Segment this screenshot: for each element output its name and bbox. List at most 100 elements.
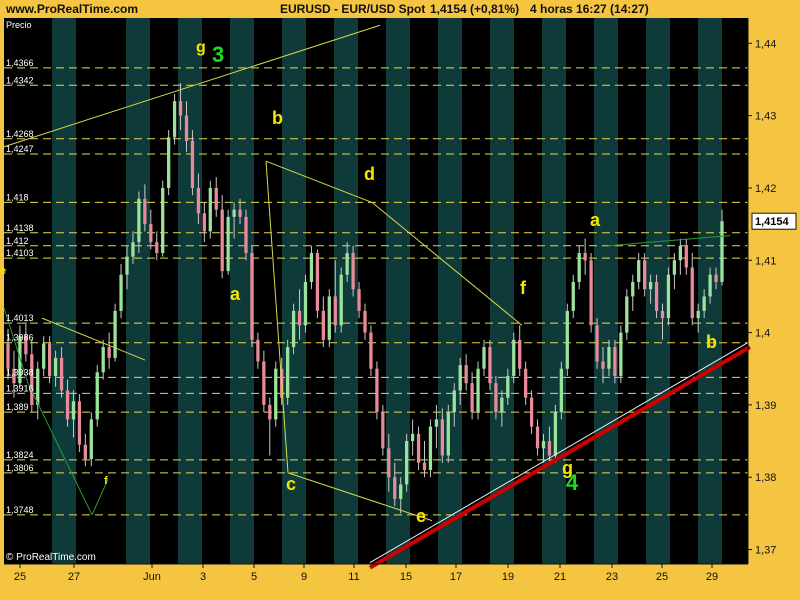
candle-body[interactable] <box>607 347 611 369</box>
candle-body[interactable] <box>684 245 688 268</box>
candle-body[interactable] <box>631 281 635 297</box>
candle-body[interactable] <box>660 310 665 319</box>
candle-body[interactable] <box>643 260 647 290</box>
candle-body[interactable] <box>625 296 629 333</box>
candle-body[interactable] <box>226 216 230 272</box>
candle-body[interactable] <box>24 336 28 355</box>
candle-body[interactable] <box>428 426 433 470</box>
candle-body[interactable] <box>113 310 117 358</box>
candle-body[interactable] <box>125 256 129 275</box>
candle-body[interactable] <box>387 448 391 478</box>
candle-body[interactable] <box>357 289 361 311</box>
candle-body[interactable] <box>71 401 76 420</box>
candle-body[interactable] <box>613 347 617 376</box>
candle-body[interactable] <box>506 375 510 398</box>
candle-body[interactable] <box>89 419 93 460</box>
candle-body[interactable] <box>30 354 34 405</box>
candle-body[interactable] <box>149 224 153 243</box>
candle-body[interactable] <box>482 347 486 369</box>
candle-body[interactable] <box>143 198 147 225</box>
candle-body[interactable] <box>286 347 290 398</box>
candle-body[interactable] <box>167 137 171 188</box>
candle-body[interactable] <box>714 274 718 282</box>
candle-body[interactable] <box>488 347 492 384</box>
candle-body[interactable] <box>53 357 58 376</box>
candle-body[interactable] <box>648 281 653 290</box>
candle-body[interactable] <box>690 267 694 319</box>
candle-body[interactable] <box>244 216 248 254</box>
candle-body[interactable] <box>708 274 712 297</box>
candle-body[interactable] <box>77 401 82 445</box>
candle-body[interactable] <box>524 368 528 398</box>
candle-body[interactable] <box>155 242 159 254</box>
candle-body[interactable] <box>512 339 516 376</box>
candle-body[interactable] <box>399 484 403 499</box>
candle-body[interactable] <box>190 140 195 188</box>
candle-body[interactable] <box>83 444 87 460</box>
candle-body[interactable] <box>416 433 421 463</box>
candle-body[interactable] <box>161 187 165 254</box>
candle-body[interactable] <box>637 260 641 282</box>
candle-body[interactable] <box>422 462 427 470</box>
candle-body[interactable] <box>291 310 296 348</box>
candle-body[interactable] <box>297 310 302 326</box>
candle-body[interactable] <box>6 343 10 369</box>
candle-body[interactable] <box>101 347 105 373</box>
candle-body[interactable] <box>18 336 22 384</box>
candle-body[interactable] <box>619 332 623 376</box>
candle-body[interactable] <box>410 433 415 442</box>
candle-body[interactable] <box>137 198 141 243</box>
candle-body[interactable] <box>12 368 16 384</box>
candle-body[interactable] <box>559 368 563 413</box>
candle-body[interactable] <box>672 260 677 275</box>
candle-body[interactable] <box>375 368 379 413</box>
candle-body[interactable] <box>696 310 700 319</box>
candle-body[interactable] <box>595 325 599 362</box>
candle-body[interactable] <box>601 361 605 369</box>
candle-body[interactable] <box>315 253 320 311</box>
candle-body[interactable] <box>131 242 135 257</box>
candle-body[interactable] <box>172 101 177 138</box>
candle-body[interactable] <box>48 343 52 376</box>
candle-body[interactable] <box>476 368 480 413</box>
candle-body[interactable] <box>327 296 331 340</box>
candle-body[interactable] <box>208 187 212 232</box>
candle-body[interactable] <box>393 477 397 499</box>
candle-body[interactable] <box>178 101 183 116</box>
candle-body[interactable] <box>369 332 373 369</box>
candle-body[interactable] <box>500 397 504 413</box>
candle-body[interactable] <box>256 339 260 362</box>
candle-body[interactable] <box>196 187 201 214</box>
candle-body[interactable] <box>666 274 671 319</box>
candle-body[interactable] <box>339 274 343 326</box>
candle-body[interactable] <box>541 441 546 449</box>
candle-body[interactable] <box>95 372 99 420</box>
candle-body[interactable] <box>434 419 439 427</box>
candle-body[interactable] <box>577 253 581 282</box>
candle-body[interactable] <box>678 245 682 261</box>
candle-body[interactable] <box>345 253 349 275</box>
candle-body[interactable] <box>36 368 40 405</box>
candle-body[interactable] <box>571 281 575 311</box>
candle-body[interactable] <box>232 209 236 217</box>
candle-body[interactable] <box>250 253 254 340</box>
candle-body[interactable] <box>494 383 498 413</box>
candle-body[interactable] <box>470 383 474 413</box>
candle-body[interactable] <box>583 253 587 261</box>
candle-body[interactable] <box>321 310 325 340</box>
candle-body[interactable] <box>654 281 659 311</box>
candle-body[interactable] <box>446 412 450 456</box>
candle-body[interactable] <box>553 412 558 456</box>
candle-body[interactable] <box>381 412 385 449</box>
candle-body[interactable] <box>268 404 272 420</box>
candle-body[interactable] <box>42 343 46 369</box>
candle-body[interactable] <box>119 274 123 311</box>
candle-body[interactable] <box>238 209 242 217</box>
candle-body[interactable] <box>518 339 522 369</box>
candle-body[interactable] <box>262 361 266 405</box>
candle-body[interactable] <box>351 253 355 290</box>
candle-body[interactable] <box>107 347 111 358</box>
candle-body[interactable] <box>309 253 314 282</box>
candle-body[interactable] <box>529 397 534 427</box>
